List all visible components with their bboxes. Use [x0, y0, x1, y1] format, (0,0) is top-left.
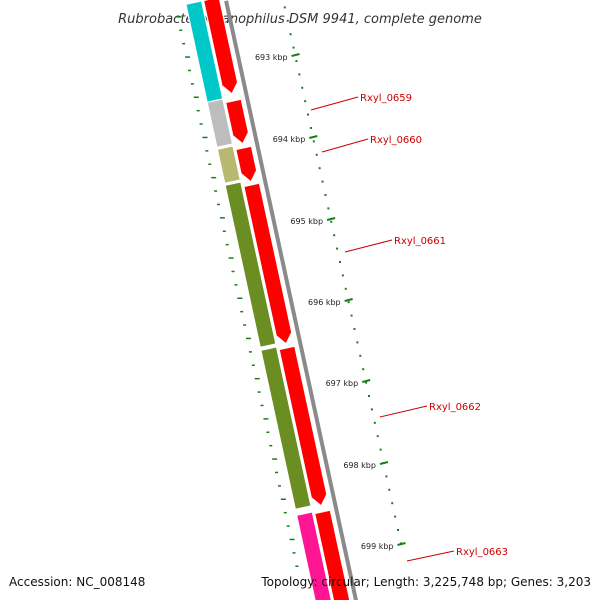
ruler-minor-dot	[397, 528, 400, 531]
gene-features	[185, 0, 351, 600]
ruler-minor-dot	[385, 475, 388, 478]
ruler-minor-dot	[365, 381, 368, 384]
gene-red-5	[278, 345, 328, 507]
ruler-minor-dot	[362, 368, 365, 371]
gene-grey	[206, 98, 234, 149]
gene-red-3	[235, 145, 258, 183]
ruler-minor-dot	[330, 220, 333, 223]
ruler-tick-label: 698 kbp	[343, 461, 376, 470]
ruler-minor-dot	[283, 6, 286, 9]
ruler-tick-label: 697 kbp	[326, 379, 359, 388]
topology-summary: Topology: circular; Length: 3,225,748 bp…	[260, 575, 591, 589]
gene-red-2	[224, 98, 250, 145]
ruler-major-tick	[291, 53, 300, 57]
ruler-minor-dot	[353, 327, 356, 330]
ruler-minor-dot	[376, 435, 379, 438]
ruler-minor-dot	[318, 167, 321, 170]
ruler-minor-dot	[321, 180, 324, 183]
gene-label: Rxyl_0661	[394, 236, 446, 247]
ruler-minor-dot	[391, 502, 394, 505]
gene-label: Rxyl_0662	[429, 402, 481, 413]
ruler-tick-label: 694 kbp	[273, 135, 306, 144]
gene-olive-2	[260, 346, 312, 511]
ruler-minor-dot	[292, 46, 295, 49]
gene-red-4	[243, 182, 293, 345]
gene-label: Rxyl_0659	[360, 93, 412, 104]
ruler-minor-dot	[379, 448, 382, 451]
ruler-minor-dot	[341, 274, 344, 277]
gene-label-leader	[406, 550, 455, 562]
ruler-minor-dot	[324, 193, 327, 196]
ruler-minor-dot	[370, 408, 373, 411]
ruler-major-tick	[344, 298, 353, 302]
backbone-line	[224, 0, 358, 600]
ruler-major-tick	[379, 461, 389, 465]
ruler-tick-label: 696 kbp	[308, 298, 341, 307]
map-title: Rubrobacter xylanophilus DSM 9941, compl…	[118, 12, 482, 27]
ruler-minor-dot	[394, 515, 397, 518]
ruler-minor-dot	[373, 421, 376, 424]
ruler-minor-dot	[298, 73, 301, 76]
ruler-minor-dot	[315, 153, 318, 156]
gene-red-1	[202, 0, 239, 95]
ruler-major-tick	[397, 542, 406, 546]
ruler-minor-dot	[286, 19, 289, 22]
gene-khaki	[216, 145, 242, 185]
ruler-minor-dot	[388, 488, 391, 491]
gene-labels: Rxyl_0659 Rxyl_0660 Rxyl_0661 Rxyl_0662 Rxyl…	[310, 93, 508, 562]
ruler-minor-dot	[312, 140, 315, 143]
ruler-minor-dot	[333, 234, 336, 237]
ruler-minor-dot	[350, 314, 353, 317]
gene-label: Rxyl_0660	[370, 135, 422, 146]
ruler-minor-dot	[309, 126, 312, 129]
ruler-tick-label: 693 kbp	[255, 53, 288, 62]
gene-label-leader	[379, 405, 428, 418]
ruler-minor-dot	[338, 260, 341, 263]
ruler-minor-dot	[301, 86, 304, 89]
ruler-minor-dot	[347, 301, 350, 304]
gene-label-leader	[321, 138, 369, 153]
gene-label: Rxyl_0663	[456, 547, 508, 558]
ruler-minor-dot	[336, 247, 339, 250]
gene-magenta	[295, 511, 332, 600]
ruler-minor-dot	[344, 287, 347, 290]
accession-text: Accession: NC_008148	[9, 575, 145, 589]
ruler-minor-dot	[289, 33, 292, 36]
gene-red-6	[313, 509, 351, 600]
position-ruler: 693 kbp 694 kbp 695 kbp 696 kbp 697 kbp 698 k…	[176, 6, 406, 568]
ruler-minor-dot	[356, 341, 359, 344]
gene-olive-1	[224, 181, 277, 349]
ruler-major-tick	[361, 379, 371, 383]
ruler-minor-dot	[368, 394, 371, 397]
ruler-minor-dot	[327, 207, 330, 210]
ruler-major-tick	[326, 217, 336, 221]
gene-label-leader	[310, 96, 359, 111]
ruler-minor-dot	[359, 354, 362, 357]
ruler-tick-label: 699 kbp	[361, 542, 394, 551]
gene-label-leader	[344, 239, 393, 253]
ruler-tick-label: 695 kbp	[290, 217, 323, 226]
ruler-major-tick	[309, 135, 318, 139]
ruler-minor-dot	[307, 113, 310, 116]
backbone	[224, 0, 358, 600]
ruler-minor-dot	[304, 100, 307, 103]
ruler-minor-dot	[295, 59, 298, 62]
